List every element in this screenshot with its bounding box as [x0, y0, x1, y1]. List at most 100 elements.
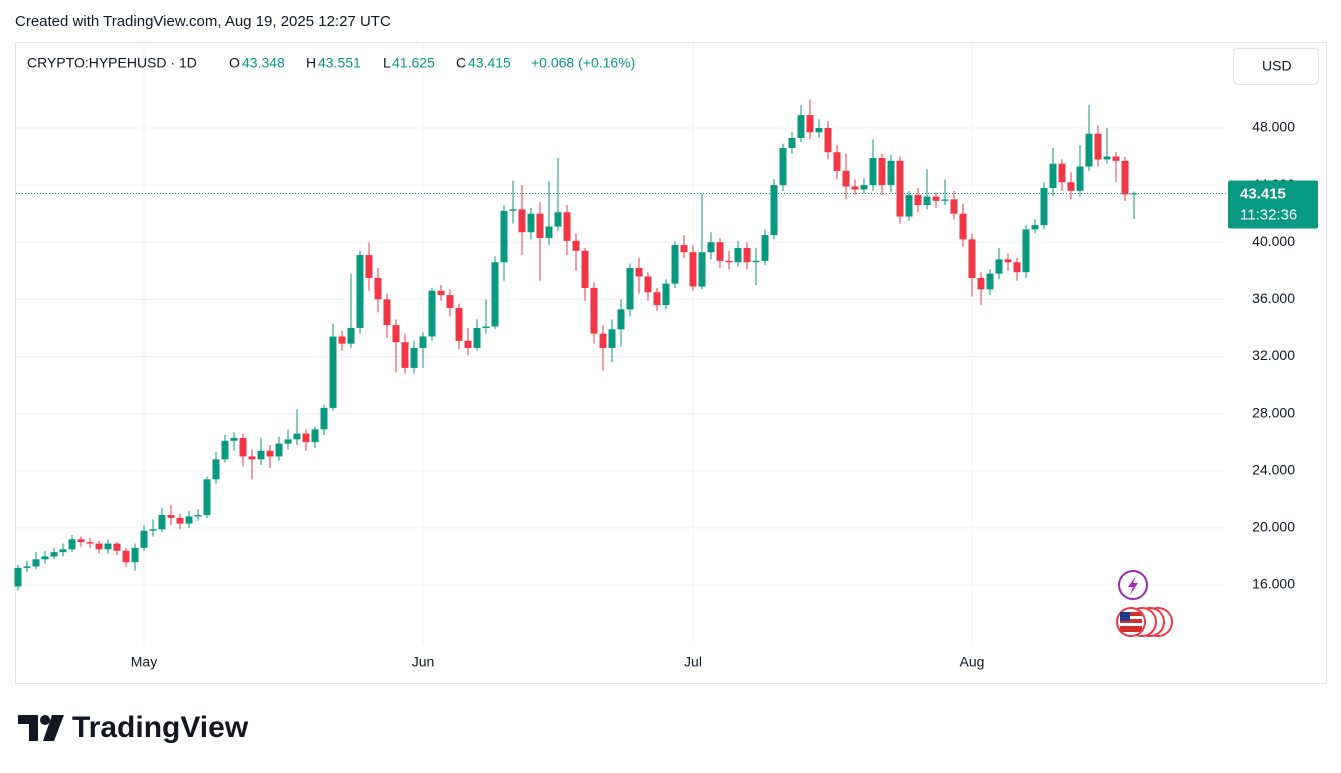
candle-body: [59, 549, 67, 553]
candle-body: [419, 336, 427, 348]
candle-body: [356, 255, 364, 328]
y-tick-label: 48.000: [1252, 119, 1295, 135]
last-price-box: [1228, 180, 1318, 229]
candle-body: [824, 127, 832, 153]
candle-body: [203, 479, 211, 516]
candle-body: [266, 450, 274, 457]
ohlc-letter: L: [383, 55, 391, 71]
candle-body: [842, 170, 850, 187]
candle-body: [113, 543, 121, 551]
candle-body: [527, 213, 535, 233]
candle-body: [167, 515, 175, 518]
candle-body: [770, 185, 778, 236]
candle-body: [1031, 225, 1039, 230]
currency-button[interactable]: [1233, 48, 1319, 85]
candle-body: [185, 516, 193, 524]
candle-body: [176, 517, 184, 524]
candle-body: [698, 252, 706, 287]
ohlc-letter: H: [306, 55, 316, 71]
candle-body: [95, 543, 103, 550]
candle-body: [752, 260, 760, 263]
y-tick-label: 20.000: [1252, 519, 1295, 535]
candle-body: [491, 262, 499, 327]
candle-body: [662, 283, 670, 306]
candle-body: [941, 199, 949, 201]
y-tick-label: 16.000: [1252, 576, 1295, 592]
candle-body: [1040, 187, 1048, 226]
candle-body: [383, 299, 391, 326]
candle-body: [932, 196, 940, 201]
candle-body: [293, 433, 301, 440]
candle-body: [572, 240, 580, 251]
candle-body: [608, 329, 616, 348]
candle-body: [455, 307, 463, 341]
candle-body: [707, 242, 715, 253]
candle-body: [590, 287, 598, 334]
logo-mark: [18, 715, 38, 741]
candle-body: [995, 259, 1003, 274]
candle-body: [230, 437, 238, 441]
candle-body: [1004, 259, 1012, 263]
candle-body: [320, 407, 328, 430]
x-tick-label: Aug: [960, 654, 985, 670]
candle-body: [635, 267, 643, 277]
candle-body: [905, 195, 913, 217]
candle-body: [734, 247, 742, 263]
candle-body: [14, 567, 22, 587]
candle-body: [500, 210, 508, 263]
countdown: 11:32:36: [1240, 206, 1297, 223]
candle-body: [275, 443, 283, 457]
candle-body: [131, 547, 139, 563]
candle-body: [23, 566, 31, 568]
candle-body: [140, 530, 148, 548]
ohlc-value: 43.415: [468, 55, 511, 71]
candle-body: [743, 247, 751, 263]
logo: TradingView: [18, 711, 249, 744]
ohlc-value: 43.348: [242, 55, 285, 71]
candle-body: [869, 157, 877, 186]
candle-body: [581, 250, 589, 288]
candle-body: [815, 127, 823, 133]
candle-body: [446, 295, 454, 308]
candle-body: [896, 160, 904, 217]
candle-body: [1112, 156, 1120, 161]
y-tick-label: 24.000: [1252, 461, 1295, 477]
candle-body: [1067, 182, 1075, 191]
candle-body: [428, 290, 436, 337]
flag-canton: [1120, 612, 1130, 621]
x-tick-label: Jul: [684, 654, 702, 670]
candle-body: [689, 252, 697, 287]
change: +0.068 (+0.16%): [531, 55, 635, 71]
y-tick-label: 28.000: [1252, 404, 1295, 420]
logo-mark: [43, 715, 64, 741]
candle-body: [68, 539, 76, 550]
candle-body: [338, 336, 346, 344]
candle-body: [122, 550, 130, 563]
candle-body: [626, 267, 634, 310]
y-tick-label: 32.000: [1252, 347, 1295, 363]
candle-body: [860, 185, 868, 190]
candle-body: [617, 309, 625, 330]
candle-body: [914, 195, 922, 206]
candle-body: [545, 226, 553, 238]
candle-body: [1058, 163, 1066, 183]
candle-body: [761, 235, 769, 261]
candle-body: [329, 336, 337, 408]
candle-body: [1076, 166, 1084, 191]
candle-body: [1103, 156, 1111, 160]
symbol: CRYPTO:HYPEHUSD · 1D: [27, 55, 197, 71]
candle-body: [257, 450, 265, 460]
last-price: 43.415: [1240, 185, 1286, 202]
candle-body: [347, 327, 355, 344]
ohlc-value: 41.625: [392, 55, 435, 71]
candles: [14, 99, 1138, 591]
candle-body: [365, 255, 373, 278]
candle-body: [158, 515, 166, 530]
candle-body: [1085, 133, 1093, 167]
candle-body: [797, 115, 805, 138]
candle-body: [887, 160, 895, 186]
logo-text: TradingView: [72, 711, 249, 744]
candle-body: [554, 212, 562, 227]
x-tick-label: May: [131, 654, 157, 670]
currency[interactable]: USD: [1262, 58, 1292, 74]
